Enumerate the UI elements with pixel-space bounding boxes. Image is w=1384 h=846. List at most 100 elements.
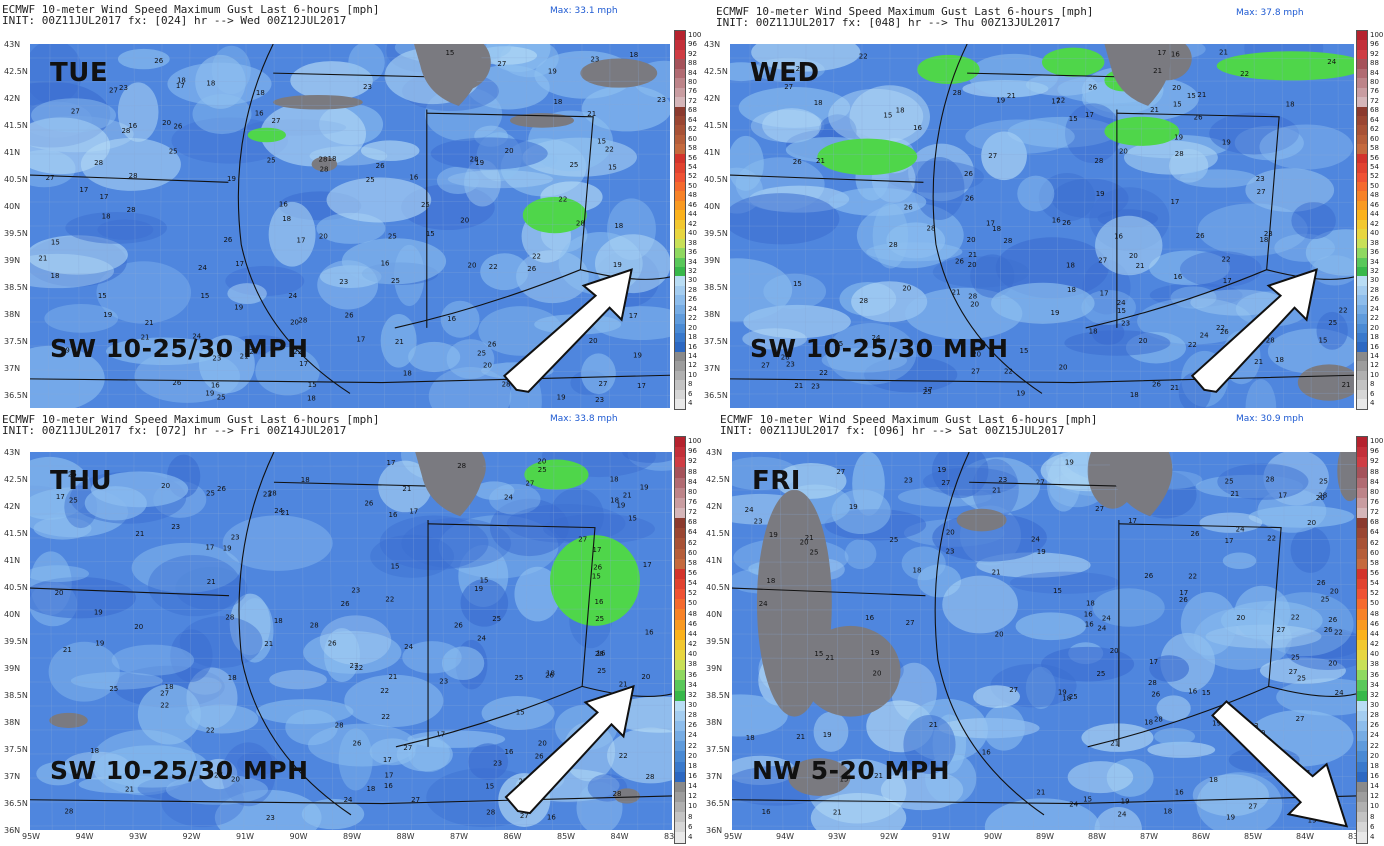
station-value: 26 [965, 195, 974, 203]
wind-field-blob [31, 98, 117, 133]
county-line [732, 776, 1356, 779]
station-value: 16 [384, 782, 393, 790]
station-value: 21 [619, 680, 628, 688]
latitude-label: 42N [4, 502, 21, 511]
colorbar-label: 8 [1370, 380, 1375, 389]
wind-field-blob [581, 85, 670, 132]
latitude-label: 39N [4, 664, 21, 673]
colorbar-swatch [675, 680, 685, 691]
colorbar-label: 84 [1370, 477, 1379, 486]
colorbar-label: 40 [688, 650, 697, 659]
colorbar-label: 36 [1370, 248, 1379, 257]
station-value: 18 [403, 369, 412, 377]
colorbar-swatch [675, 229, 685, 239]
station-value: 16 [1171, 51, 1180, 59]
wind-field-blob [380, 313, 417, 368]
wind-field-blob [175, 566, 248, 611]
wind-field-blob [185, 704, 259, 734]
colorbar-label: 28 [1370, 285, 1379, 294]
colorbar-label: 44 [688, 629, 697, 638]
colorbar-swatch [1357, 690, 1367, 701]
colorbar-swatch [1357, 487, 1367, 498]
colorbar-swatch [1357, 731, 1367, 742]
colorbar-label: 56 [688, 569, 697, 578]
station-value: 22 [605, 146, 614, 154]
state-border [428, 523, 596, 687]
station-value: 25 [492, 615, 501, 623]
colorbar-swatch [675, 153, 685, 164]
colorbar-swatch [1357, 477, 1367, 488]
wind-field-blob [473, 481, 515, 500]
colorbar-label: 52 [1370, 172, 1379, 181]
station-value: 19 [1096, 190, 1105, 198]
station-value: 16 [255, 109, 264, 117]
wind-field-blob [1245, 379, 1277, 408]
colorbar-swatch [675, 589, 685, 600]
colorbar-swatch [1357, 781, 1367, 792]
wind-field-blob [1257, 488, 1327, 533]
station-value: 19 [1051, 309, 1060, 317]
low-wind-area [800, 625, 901, 717]
colorbar-label: 92 [1370, 457, 1379, 466]
colorbar-swatch [1357, 163, 1367, 173]
colorbar-swatch [1357, 323, 1367, 333]
county-line [30, 632, 672, 635]
colorbar-swatch [675, 578, 685, 590]
latitude-label: 43N [706, 448, 723, 457]
county-line [732, 561, 1356, 564]
colorbar-label: 60 [1370, 548, 1379, 557]
wind-field-blob [1156, 695, 1191, 722]
station-value: 18 [102, 212, 111, 220]
station-value: 20 [537, 457, 546, 465]
station-value: 28 [927, 225, 936, 233]
colorbar-label: 16 [688, 342, 697, 351]
county-line [1143, 452, 1146, 830]
station-value: 22 [245, 348, 254, 356]
station-value: 22 [1240, 70, 1249, 78]
colorbar-label: 100 [1370, 437, 1384, 446]
colorbar-label: 4 [1370, 399, 1375, 408]
station-value: 21 [816, 157, 825, 165]
latitude-label: 42N [704, 93, 721, 103]
colorbar-label: 22 [688, 741, 697, 750]
station-value: 20 [1316, 494, 1325, 502]
wind-field-blob [903, 714, 956, 774]
station-value: 23 [1256, 175, 1265, 183]
colorbar-label: 56 [1370, 153, 1379, 162]
wind-field-blob [290, 61, 373, 100]
station-value: 24 [274, 507, 283, 515]
colorbar-swatch [675, 507, 685, 519]
station-value: 17 [1128, 517, 1137, 525]
station-value: 20 [968, 261, 977, 269]
colorbar-label: 48 [688, 191, 697, 200]
wind-field-blob [441, 646, 485, 680]
wind-field-blob [44, 304, 119, 333]
station-value: 21 [402, 485, 411, 493]
wind-field-blob [137, 684, 201, 745]
state-border [30, 174, 229, 183]
colorbar-label: 72 [1370, 96, 1379, 105]
longitude-label: 91W [236, 832, 255, 841]
station-value: 17 [629, 312, 638, 320]
colorbar-swatch [675, 761, 685, 772]
station-value: 15 [628, 514, 637, 522]
colorbar-swatch [1357, 437, 1367, 448]
station-value: 22 [1222, 256, 1231, 264]
station-value: 17 [1157, 49, 1166, 57]
station-value: 28 [502, 380, 511, 388]
colorbar-swatch [1357, 361, 1367, 371]
wind-field-blob [260, 101, 367, 167]
county-line [413, 44, 416, 408]
arrow-southeast-icon [1211, 700, 1349, 828]
colorbar-label: 42 [1370, 640, 1379, 649]
latitude-label: 38N [704, 309, 721, 319]
station-value: 27 [214, 771, 223, 779]
colorbar-swatch [675, 163, 685, 173]
station-value: 21 [968, 251, 977, 259]
county-line [243, 452, 247, 830]
colorbar-swatch [1357, 639, 1367, 650]
station-value: 21 [135, 530, 144, 538]
station-value: 24 [1102, 614, 1111, 622]
colorbar-label: 54 [1370, 163, 1379, 172]
colorbar-label: 84 [688, 477, 697, 486]
